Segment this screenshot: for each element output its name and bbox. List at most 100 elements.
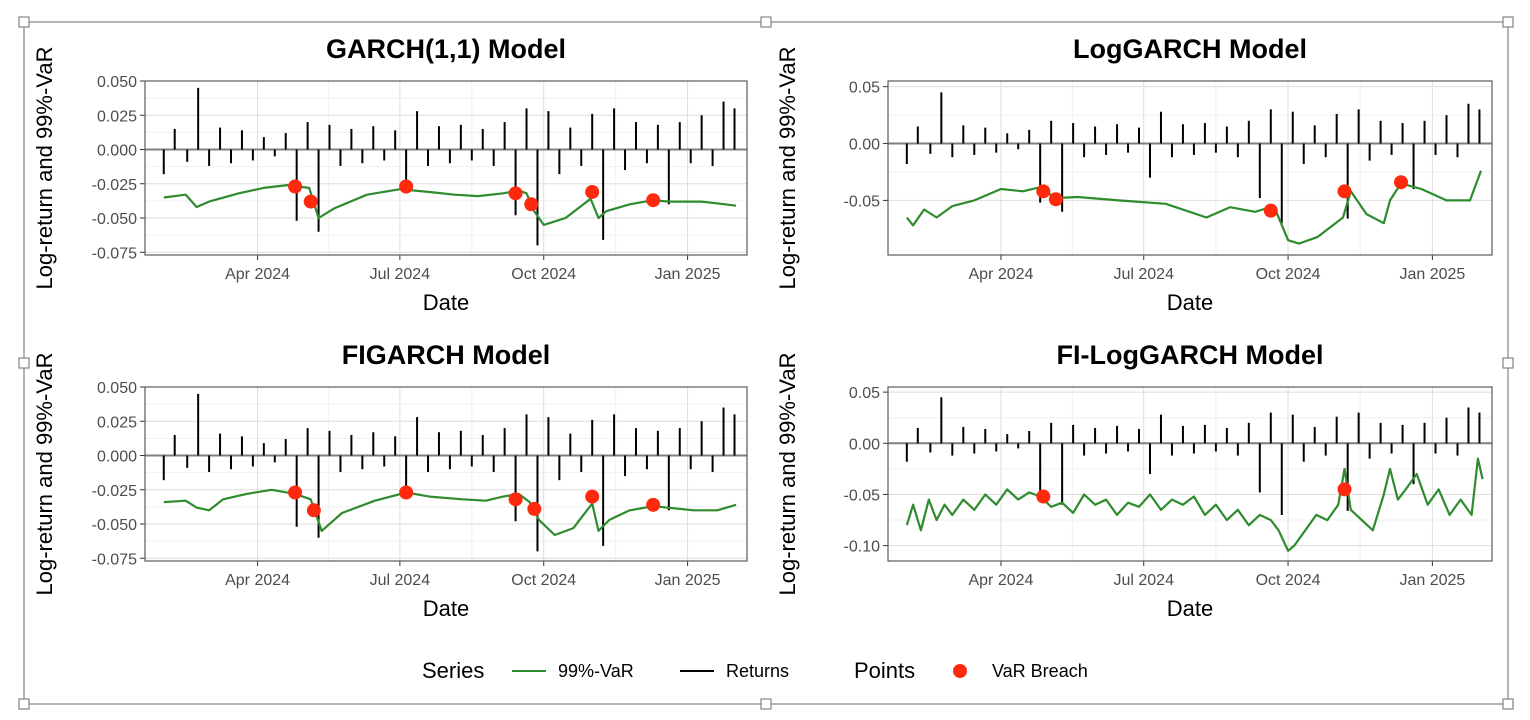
resize-handle-top-right[interactable]: [1502, 16, 1514, 28]
var-breach-point: [306, 503, 321, 518]
chart-panels: 0.050 0.025 0.000 -0.025 -0.050 -0.075 Apr 202…: [32, 34, 1493, 621]
x-axis-title: Date: [1167, 290, 1213, 315]
var-line: [905, 457, 1484, 552]
y-tick-label: 0.050: [97, 380, 137, 397]
resize-handle-bottom-left[interactable]: [18, 698, 30, 710]
x-axis-title: Date: [423, 596, 469, 621]
chart-panel-4: 0.05 0.00 -0.05 -0.10 Apr 2024 Jul 2024 Oct 20…: [775, 340, 1493, 621]
legend-points-title: Points: [854, 658, 915, 683]
var-breach-point: [585, 489, 600, 504]
x-tick-label: Apr 2024: [968, 266, 1033, 283]
y-tick-label: -0.050: [92, 517, 137, 534]
x-tick-label: Oct 2024: [1256, 266, 1321, 283]
x-tick-label: Apr 2024: [968, 572, 1033, 589]
var-breach-point: [508, 186, 523, 201]
chart-title: FIGARCH Model: [342, 340, 551, 370]
plot-area: [145, 81, 747, 255]
y-tick-label: 0.00: [849, 137, 880, 154]
legend-breach-label: VaR Breach: [992, 661, 1088, 681]
x-axis-title: Date: [423, 290, 469, 315]
y-tick-label: -0.075: [92, 551, 137, 568]
x-tick-label: Jul 2024: [370, 266, 431, 283]
x-tick-label: Apr 2024: [225, 266, 290, 283]
x-tick-label: Jul 2024: [1113, 572, 1174, 589]
resize-handle-top[interactable]: [760, 16, 772, 28]
var-breach-point: [524, 197, 539, 212]
chart-panel-3: 0.050 0.025 0.000 -0.025 -0.050 -0.075 Apr 202…: [32, 340, 748, 621]
var-breach-point: [508, 492, 523, 507]
var-line: [905, 170, 1483, 245]
y-tick-label: 0.025: [97, 414, 137, 431]
plot-marks: [162, 393, 737, 552]
x-tick-label: Jul 2024: [1113, 266, 1174, 283]
var-breach-point: [646, 497, 661, 512]
selection-frame: [18, 16, 1514, 710]
y-tick-label: -0.05: [844, 193, 881, 210]
plot-area: [145, 387, 747, 561]
plot-border: [887, 80, 1493, 256]
x-tick-label: Oct 2024: [511, 572, 576, 589]
y-tick-label: -0.050: [92, 211, 137, 228]
legend-returns-label: Returns: [726, 661, 789, 681]
chart-title: FI-LogGARCH Model: [1057, 340, 1324, 370]
y-axis-title: Log-return and 99%-VaR: [775, 47, 800, 290]
y-tick-label: 0.05: [849, 385, 880, 402]
x-tick-label: Apr 2024: [225, 572, 290, 589]
chart-title: LogGARCH Model: [1073, 34, 1307, 64]
var-breach-point: [1036, 184, 1051, 199]
legend: Series 99%-VaR Returns Points VaR Breach: [422, 658, 1088, 683]
legend-var-label: 99%-VaR: [558, 661, 634, 681]
x-tick-label: Jan 2025: [1399, 266, 1465, 283]
plot-area: [888, 387, 1492, 561]
y-tick-label: -0.10: [844, 539, 881, 556]
var-breach-point: [1337, 482, 1352, 497]
plot-border: [887, 386, 1493, 562]
var-breach-point: [399, 485, 414, 500]
resize-handle-right[interactable]: [1502, 357, 1514, 369]
x-tick-label: Oct 2024: [1256, 572, 1321, 589]
var-breach-point: [1337, 184, 1352, 199]
var-breach-point: [288, 179, 303, 194]
var-breach-point: [303, 194, 318, 209]
var-breach-point: [1036, 489, 1051, 504]
y-tick-label: 0.050: [97, 74, 137, 91]
y-tick-label: 0.000: [97, 449, 137, 466]
chart-title: GARCH(1,1) Model: [326, 34, 566, 64]
plot-area: [888, 81, 1492, 255]
var-breach-point: [1263, 203, 1278, 218]
y-tick-label: 0.025: [97, 108, 137, 125]
y-axis-title: Log-return and 99%-VaR: [775, 353, 800, 596]
y-tick-label: -0.025: [92, 483, 137, 500]
y-tick-label: -0.05: [844, 487, 881, 504]
plot-marks: [905, 397, 1484, 552]
y-axis-title: Log-return and 99%-VaR: [32, 47, 57, 290]
x-tick-label: Jan 2025: [655, 572, 721, 589]
legend-breach-swatch: [953, 664, 967, 678]
var-breach-point: [1048, 192, 1063, 207]
chart-panel-1: 0.050 0.025 0.000 -0.025 -0.050 -0.075 Apr 202…: [32, 34, 748, 315]
resize-handle-bottom-right[interactable]: [1502, 698, 1514, 710]
var-breach-point: [585, 184, 600, 199]
chart-panel-2: 0.05 0.00 -0.05 Apr 2024 Jul 2024 Oct 2024 Jan…: [775, 34, 1493, 315]
y-axis-title: Log-return and 99%-VaR: [32, 353, 57, 596]
x-axis-title: Date: [1167, 596, 1213, 621]
y-tick-label: 0.00: [849, 436, 880, 453]
x-tick-label: Jul 2024: [370, 572, 431, 589]
var-line: [163, 184, 737, 226]
resize-handle-bottom[interactable]: [760, 698, 772, 710]
plot-border: [144, 80, 748, 256]
x-tick-label: Jan 2025: [655, 266, 721, 283]
var-line: [163, 488, 737, 537]
var-breach-point: [527, 501, 542, 516]
var-breach-point: [288, 485, 303, 500]
y-tick-label: 0.05: [849, 80, 880, 97]
y-tick-label: 0.000: [97, 143, 137, 160]
plot-marks: [905, 92, 1483, 245]
var-breach-point: [646, 193, 661, 208]
resize-handle-top-left[interactable]: [18, 16, 30, 28]
y-tick-label: -0.075: [92, 245, 137, 262]
y-tick-label: -0.025: [92, 177, 137, 194]
resize-handle-left[interactable]: [18, 357, 30, 369]
var-breach-point: [399, 179, 414, 194]
